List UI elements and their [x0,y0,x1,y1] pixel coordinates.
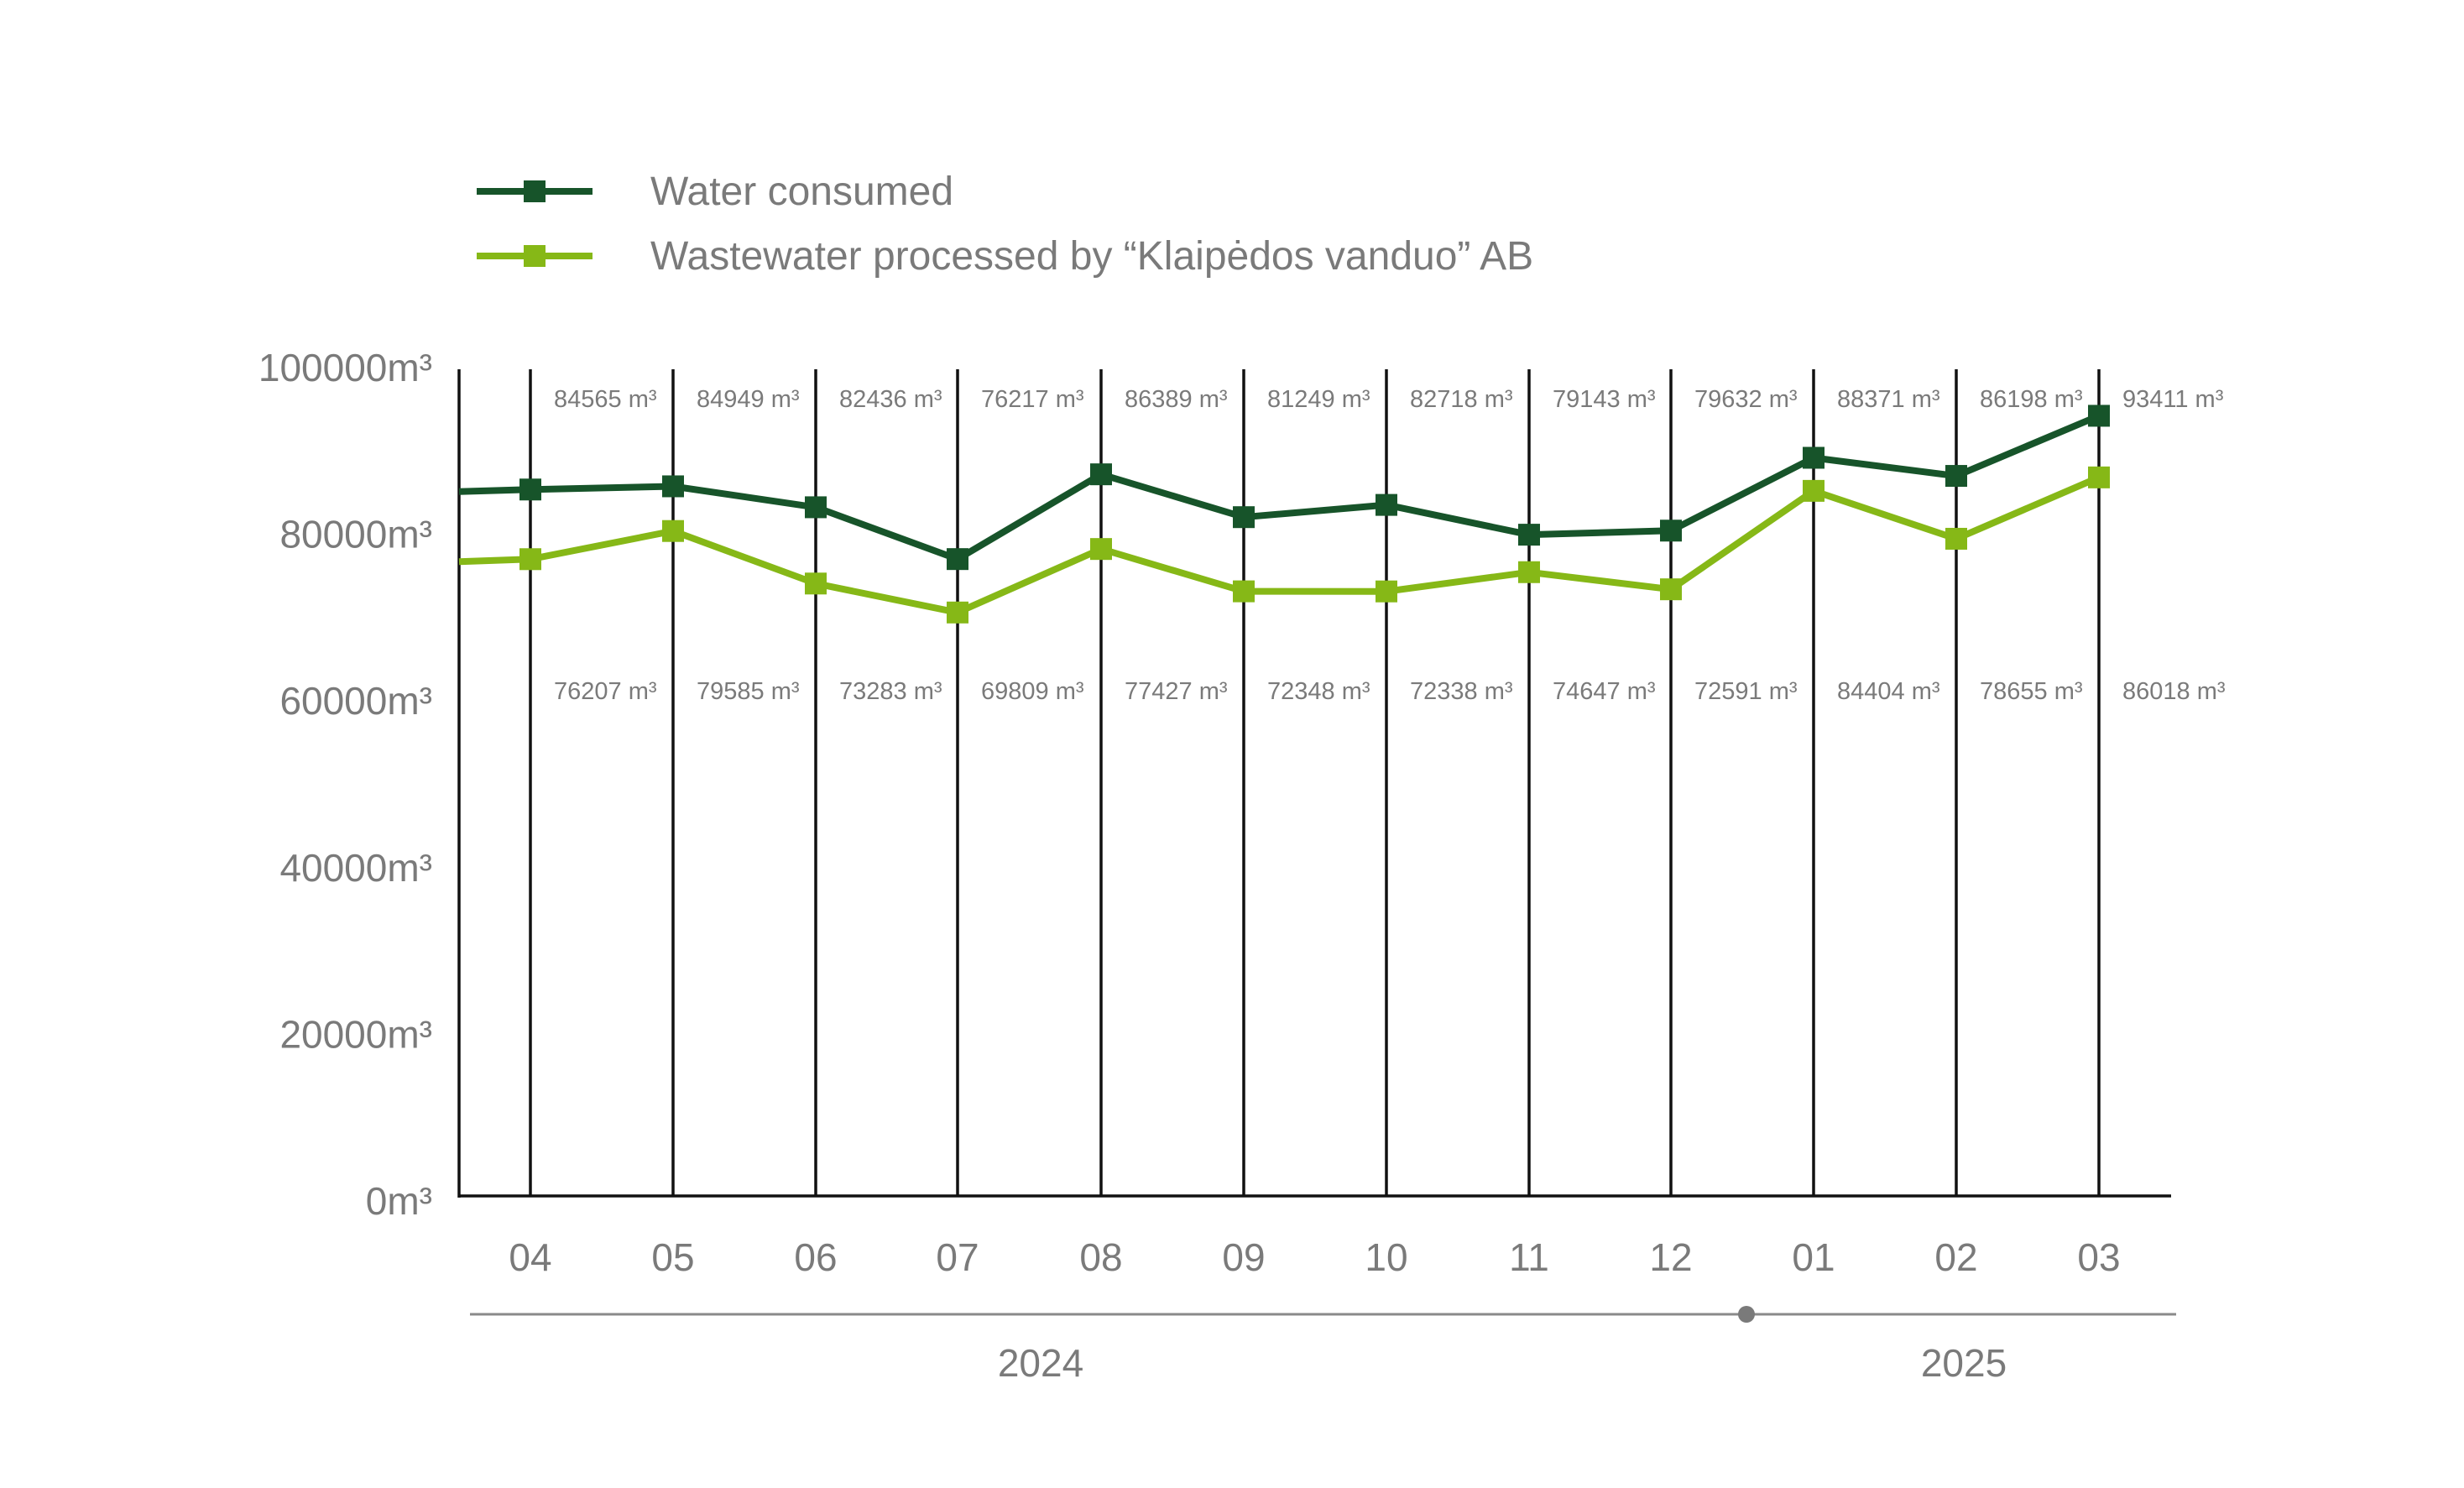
value-label-bottom-0: 76207 m³ [554,678,657,705]
point-1-3 [947,601,968,624]
y-tick-label-1: 20000m³ [279,1012,432,1056]
point-1-0 [519,548,541,571]
value-label-top-2: 82436 m³ [839,386,942,413]
x-axis: 04 05 06 07 08 09 10 11 12 01 02 03 [509,1235,2120,1279]
point-0-5 [1233,506,1255,529]
value-label-bottom-2: 73283 m³ [839,678,942,705]
series-line-1 [458,474,2101,616]
point-1-1 [662,519,684,542]
point-0-0 [519,478,541,501]
value-labels: 84565 m³ 84949 m³ 82436 m³ 76217 m³ 86389 m³… [554,386,2226,705]
legend-marker-1 [524,245,546,267]
value-label-top-8: 79632 m³ [1694,386,1798,413]
y-axis: 0m³ 20000m³ 40000m³ 60000m³ 80000m³ 100000m³ [258,346,432,1223]
point-0-11 [2088,405,2110,427]
point-0-7 [1518,524,1540,546]
point-1-2 [805,572,827,595]
legend: Water consumed Wastewater processed by “K… [477,170,1533,279]
series-lines [458,405,2110,624]
x-tick-label-8: 12 [1649,1235,1692,1279]
value-label-bottom-9: 84404 m³ [1837,678,1940,705]
legend-label-0: Water consumed [650,170,953,214]
x-tick-label-11: 03 [2077,1235,2120,1279]
value-label-top-1: 84949 m³ [697,386,800,413]
x-tick-label-9: 01 [1792,1235,1835,1279]
value-label-bottom-4: 77427 m³ [1125,678,1228,705]
y-tick-label-2: 40000m³ [279,846,432,890]
year-label-2025: 2025 [1921,1341,2007,1385]
point-0-10 [1945,465,1967,488]
vertical-gridlines [529,369,2101,1196]
x-tick-label-0: 04 [509,1235,551,1279]
value-label-top-3: 76217 m³ [981,386,1084,413]
year-timeline: 2024 2025 [470,1306,2176,1385]
point-0-3 [947,548,968,571]
point-1-10 [1945,527,1967,550]
point-1-4 [1090,538,1112,561]
value-label-bottom-3: 69809 m³ [981,678,1084,705]
x-tick-label-1: 05 [651,1235,694,1279]
y-tick-label-0: 0m³ [366,1179,432,1223]
legend-label-1: Wastewater processed by “Klaipėdos vandu… [650,234,1533,279]
point-1-7 [1518,561,1540,583]
x-tick-label-2: 06 [794,1235,837,1279]
point-1-9 [1803,479,1825,502]
value-label-bottom-10: 78655 m³ [1980,678,2083,705]
value-label-top-10: 86198 m³ [1980,386,2083,413]
x-tick-label-10: 02 [1934,1235,1977,1279]
y-tick-label-3: 60000m³ [279,679,432,723]
series-line-0 [458,412,2101,563]
x-tick-label-7: 11 [1509,1235,1549,1279]
point-1-8 [1660,578,1682,601]
x-tick-label-6: 10 [1365,1235,1407,1279]
point-1-11 [2088,466,2110,488]
value-label-top-9: 88371 m³ [1837,386,1940,413]
value-label-top-6: 82718 m³ [1410,386,1513,413]
point-1-5 [1233,580,1255,603]
value-label-bottom-6: 72338 m³ [1410,678,1513,705]
point-0-8 [1660,519,1682,542]
value-label-top-5: 81249 m³ [1267,386,1370,413]
value-label-bottom-11: 86018 m³ [2122,678,2226,705]
x-tick-label-4: 08 [1079,1235,1122,1279]
point-0-6 [1376,493,1397,516]
year-label-2024: 2024 [998,1341,1083,1385]
axes [457,369,2171,1198]
x-tick-label-5: 09 [1222,1235,1265,1279]
y-tick-label-4: 80000m³ [279,513,432,556]
year-divider-dot [1738,1306,1755,1323]
value-label-bottom-8: 72591 m³ [1694,678,1798,705]
point-0-4 [1090,463,1112,486]
x-tick-label-3: 07 [936,1235,979,1279]
point-1-6 [1376,580,1397,603]
legend-marker-0 [524,180,546,202]
value-label-top-7: 79143 m³ [1553,386,1656,413]
y-tick-label-5: 100000m³ [258,346,432,389]
point-0-1 [662,475,684,498]
value-label-top-0: 84565 m³ [554,386,657,413]
value-label-top-4: 86389 m³ [1125,386,1228,413]
value-label-top-11: 93411 m³ [2122,386,2224,413]
value-label-bottom-1: 79585 m³ [697,678,800,705]
value-label-bottom-7: 74647 m³ [1553,678,1656,705]
value-label-bottom-5: 72348 m³ [1267,678,1370,705]
point-0-9 [1803,446,1825,469]
point-0-2 [805,496,827,519]
